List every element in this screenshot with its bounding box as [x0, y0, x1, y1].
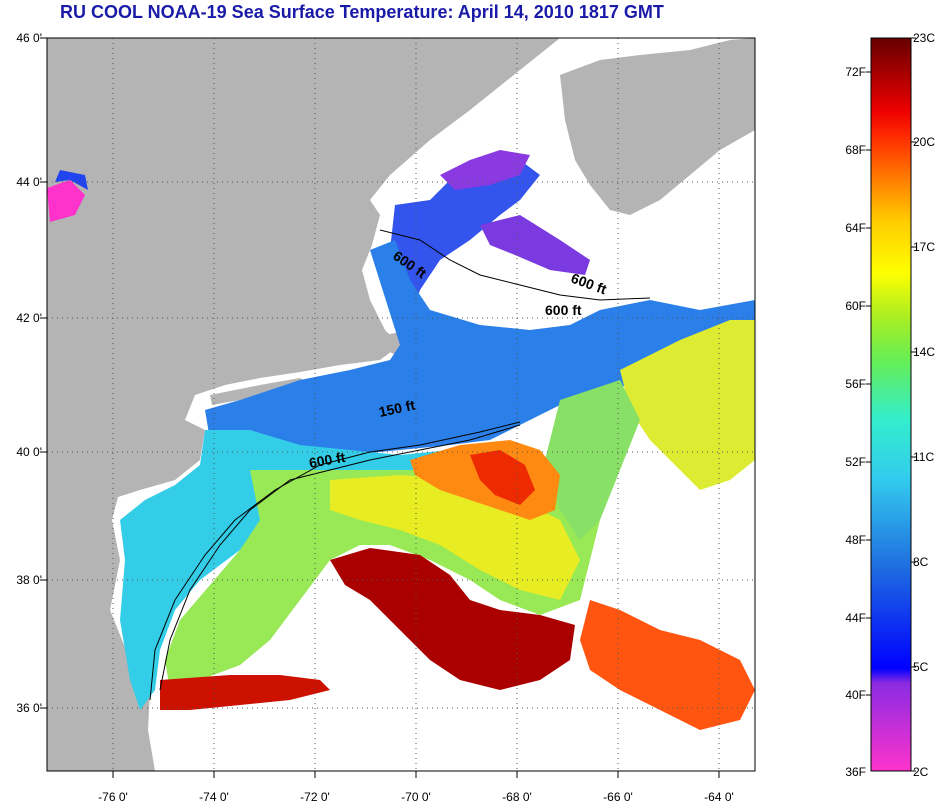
lon-label: -76 0'	[98, 790, 128, 804]
colorbar-f-label: 72F	[845, 65, 866, 79]
gulf-purple	[480, 215, 590, 275]
lon-label: -72 0'	[300, 790, 330, 804]
colorbar-c-label: 11C	[913, 450, 935, 464]
colorbar-c-label: 8C	[913, 555, 929, 569]
lat-label: 36 0'	[16, 701, 42, 715]
lon-label: -74 0'	[199, 790, 229, 804]
colorbar	[870, 37, 912, 772]
colorbar-f-label: 56F	[845, 377, 866, 391]
land-long-island	[210, 378, 310, 405]
lat-label: 38 0'	[16, 573, 42, 587]
shelf-cyan-water	[120, 430, 470, 710]
contour-label: 600 ft	[545, 302, 582, 318]
colorbar-f-label: 64F	[845, 221, 866, 235]
colorbar-c-label: 23C	[913, 31, 936, 45]
map-title: RU COOL NOAA-19 Sea Surface Temperature:…	[60, 2, 664, 22]
colorbar-f-label: 48F	[845, 533, 866, 547]
colorbar-c-label: 2C	[913, 765, 929, 779]
colorbar-c-label: 14C	[913, 345, 936, 359]
gulf-purple-2	[440, 150, 530, 190]
lat-label: 40 0'	[16, 445, 42, 459]
shelf-blue-water	[205, 240, 755, 462]
lat-label: 46 0'	[16, 31, 42, 45]
colorbar-f-label: 36F	[845, 765, 866, 779]
map-frame	[46, 37, 756, 772]
colorbar-f-label: 68F	[845, 143, 866, 157]
gulf-cold-water	[385, 160, 540, 320]
colorbar-f-label: 44F	[845, 611, 866, 625]
colorbar-f-label: 60F	[845, 299, 866, 313]
colorbar-c-label: 5C	[913, 660, 929, 674]
lat-label: 42 0'	[16, 311, 42, 325]
gulf-stream-south	[160, 675, 330, 710]
map-ticks	[40, 37, 720, 778]
warm-patches-se	[580, 600, 755, 730]
map-area	[47, 38, 755, 771]
colorbar-f-label: 40F	[845, 688, 866, 702]
east-green-water	[545, 380, 640, 540]
lon-label: -68 0'	[502, 790, 532, 804]
contour-600ft-shelf	[149, 421, 521, 701]
land-nova-scotia	[560, 38, 755, 215]
graticule	[47, 38, 755, 771]
gulf-stream-core	[330, 548, 575, 690]
contour-label: 150 ft	[377, 397, 416, 420]
lake-magenta	[47, 180, 85, 222]
lon-label: -70 0'	[401, 790, 431, 804]
lon-label: -64 0'	[704, 790, 734, 804]
colorbar-c-label: 17C	[913, 240, 936, 254]
lake-blue	[55, 170, 88, 190]
contour-150ft	[159, 424, 521, 691]
colorbar-c-label: 20C	[913, 135, 936, 149]
land-mainland	[47, 38, 560, 771]
lat-label: 44 0'	[16, 175, 42, 189]
east-yellow-water	[620, 320, 755, 490]
lon-label: -66 0'	[603, 790, 633, 804]
colorbar-ticks	[866, 37, 916, 772]
contour-600ft-north	[379, 229, 651, 301]
contour-label: 600 ft	[308, 449, 347, 471]
colorbar-f-label: 52F	[845, 455, 866, 469]
warm-eddy-red	[470, 450, 535, 505]
